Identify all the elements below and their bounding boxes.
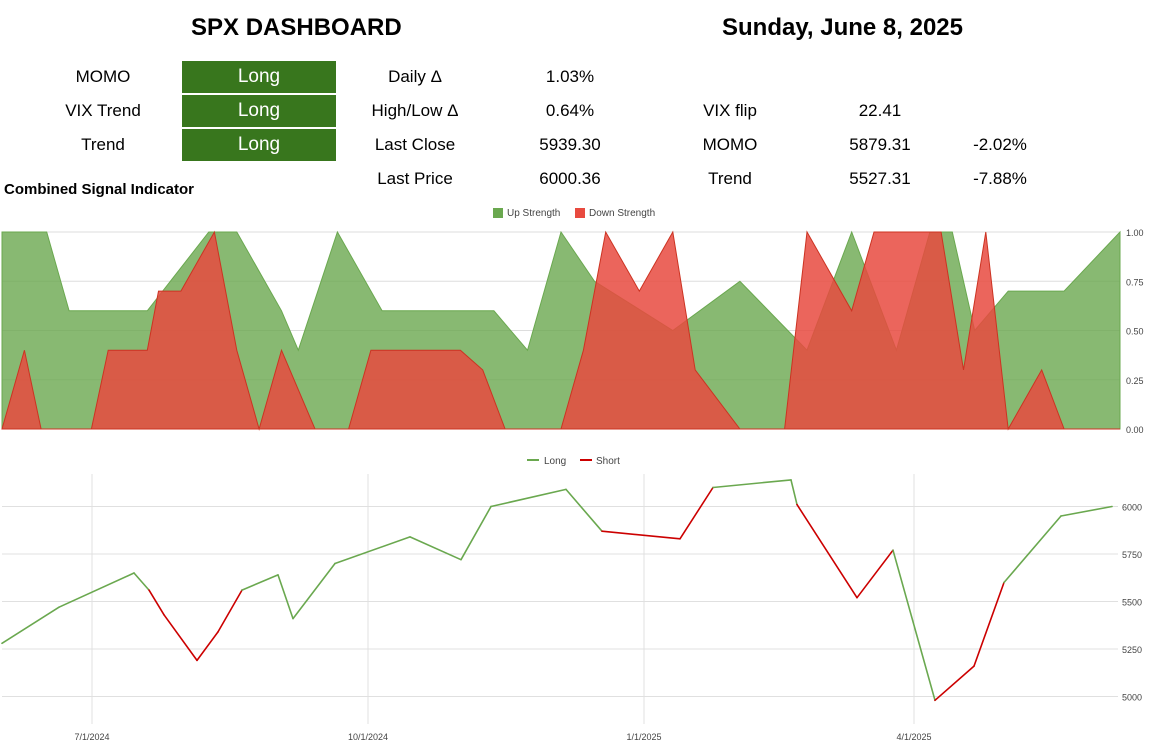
long-segment: [565, 488, 603, 532]
legend-label-short: Short: [596, 456, 620, 467]
last-price-label: Last Price: [377, 169, 453, 188]
signal-legend: Up Strength Down Strength: [493, 208, 655, 219]
signal-y-axis: 1.00 0.75 0.50 0.25 0.00: [1126, 228, 1144, 435]
short-segment: [679, 486, 714, 540]
high-low-delta-label: High/Low Δ: [371, 101, 459, 120]
trend-level-label: Trend: [708, 169, 752, 188]
price-x-tick-label: 1/1/2025: [626, 732, 661, 742]
signal-y-tick-label: 1.00: [1126, 228, 1144, 238]
last-close-label: Last Close: [374, 135, 456, 154]
short-segment: [973, 581, 1005, 667]
long-segment: [241, 574, 279, 591]
daily-delta-label: Daily Δ: [388, 67, 442, 86]
long-segment: [460, 505, 492, 561]
signal-value-momo: Long: [182, 61, 336, 93]
dashboard-date: Sunday, June 8, 2025: [722, 14, 963, 41]
signal-y-tick-label: 0.50: [1126, 327, 1144, 337]
dashboard-title: SPX DASHBOARD: [191, 14, 402, 41]
long-segment: [58, 572, 135, 608]
price-x-tick-label: 10/1/2024: [348, 732, 388, 742]
short-segment: [148, 589, 165, 616]
price-y-tick-label: 5750: [1122, 550, 1142, 560]
signal-y-tick-label: 0.25: [1126, 376, 1144, 386]
long-segment: [334, 536, 411, 565]
short-segment: [217, 589, 243, 633]
momo-level-pct: -2.02%: [973, 135, 1027, 154]
combined-signal-title: Combined Signal Indicator: [4, 181, 195, 198]
price-y-tick-label: 5500: [1122, 598, 1142, 608]
short-segment: [163, 614, 198, 662]
long-segment: [292, 562, 336, 620]
momo-level-label: MOMO: [702, 135, 758, 154]
price-x-tick-label: 7/1/2024: [74, 732, 109, 742]
short-segment: [856, 549, 894, 599]
long-segment: [1, 606, 60, 645]
price-series: [1, 479, 1113, 702]
signal-strength-chart: Up Strength Down Strength 1.00 0.75 0.50 0.…: [1, 208, 1144, 435]
price-x-tick-label: 4/1/2025: [896, 732, 931, 742]
signal-label-momo: MOMO: [75, 67, 131, 86]
price-y-tick-label: 5000: [1122, 693, 1142, 703]
legend-label-long: Long: [544, 456, 566, 467]
vix-flip-label: VIX flip: [703, 101, 757, 120]
last-close-value: 5939.30: [539, 135, 601, 154]
short-segment: [796, 503, 858, 599]
signal-value-vix-trend: Long: [182, 95, 336, 127]
long-segment: [490, 488, 567, 508]
legend-swatch-up: [493, 208, 503, 218]
long-segment: [1060, 505, 1113, 517]
long-segment: [277, 574, 294, 620]
vix-flip-value: 22.41: [858, 101, 902, 120]
long-segment: [790, 479, 798, 506]
price-x-axis: 7/1/2024 10/1/2024 1/1/2025 4/1/2025: [74, 732, 931, 742]
signal-label-vix-trend: VIX Trend: [65, 101, 141, 120]
price-y-axis: 6000 5750 5500 5250 5000: [1122, 503, 1142, 703]
trend-level-pct: -7.88%: [973, 169, 1027, 188]
price-y-tick-label: 5250: [1122, 645, 1142, 655]
momo-level-value: 5879.31: [849, 135, 911, 154]
legend-swatch-down: [575, 208, 585, 218]
signal-value-trend: Long: [182, 129, 336, 161]
long-segment: [133, 572, 150, 591]
signal-y-tick-label: 0.00: [1126, 425, 1144, 435]
daily-delta-value: 1.03%: [545, 67, 595, 86]
price-gridlines: [2, 474, 1118, 724]
legend-label-up: Up Strength: [507, 208, 560, 219]
long-segment: [892, 549, 936, 702]
price-chart: Long Short 6000 5750 5500 5250 5000 7/1/2024…: [1, 456, 1142, 742]
signal-y-tick-label: 0.75: [1126, 277, 1144, 287]
price-legend: Long Short: [527, 456, 620, 467]
short-segment: [934, 665, 975, 702]
long-segment: [712, 479, 792, 489]
long-segment: [409, 536, 462, 561]
signal-label-trend: Trend: [81, 135, 125, 154]
down-strength-area: [1, 230, 1120, 431]
last-price-value: 6000.36: [539, 169, 601, 188]
short-segment: [196, 631, 219, 662]
high-low-delta-value: 0.64%: [545, 101, 595, 120]
legend-label-down: Down Strength: [589, 208, 655, 219]
price-y-tick-label: 6000: [1122, 503, 1142, 513]
short-segment: [601, 530, 681, 540]
long-segment: [1003, 515, 1062, 584]
trend-level-value: 5527.31: [849, 169, 911, 188]
